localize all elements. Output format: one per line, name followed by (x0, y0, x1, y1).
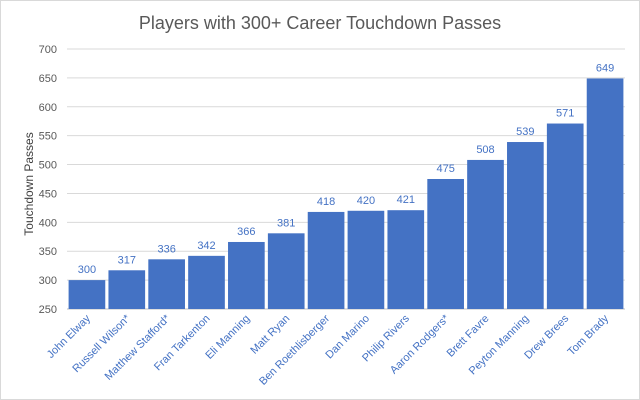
bar (307, 211, 345, 309)
data-label: 421 (397, 194, 415, 206)
chart-title: Players with 300+ Career Touchdown Passe… (139, 13, 501, 33)
bar (228, 241, 265, 309)
y-axis-ticks: 250 300 350 400 450 500 550 600 650 700 (39, 44, 57, 316)
data-label: 300 (78, 264, 96, 276)
bar (188, 255, 225, 309)
y-tick-label: 250 (39, 304, 57, 316)
x-tick-label: Tom Brady (566, 312, 612, 358)
bar (387, 210, 425, 309)
y-tick-label: 500 (39, 160, 57, 172)
bar (347, 210, 385, 309)
data-label: 571 (556, 108, 574, 120)
y-axis-label: Touchdown Passes (22, 132, 36, 235)
y-tick-label: 300 (39, 275, 57, 287)
data-label: 508 (476, 144, 494, 156)
y-tick-label: 650 (39, 73, 57, 85)
bar (467, 159, 504, 309)
y-tick-label: 700 (39, 44, 57, 56)
bar (546, 123, 584, 310)
bar (267, 233, 305, 309)
y-tick-label: 550 (39, 131, 57, 143)
data-labels: 300 317 336 342 366 381 418 420 421 475 508 539 571 6… (78, 62, 615, 276)
y-tick-label: 350 (39, 246, 57, 258)
y-tick-label: 400 (39, 217, 57, 229)
data-label: 418 (317, 196, 335, 208)
bar (586, 78, 624, 309)
data-label: 317 (118, 254, 136, 266)
bar (507, 142, 544, 309)
bars (68, 78, 624, 310)
data-label: 649 (596, 62, 614, 74)
bar (427, 179, 464, 309)
y-tick-label: 450 (39, 188, 57, 200)
bar (108, 270, 146, 309)
data-label: 475 (436, 163, 454, 175)
x-tick-label: Ben Roethlisberger (257, 312, 332, 387)
bar (148, 259, 185, 309)
data-label: 336 (157, 243, 175, 255)
y-tick-label: 600 (39, 102, 57, 114)
bar (68, 280, 106, 309)
data-label: 342 (197, 240, 215, 252)
data-label: 366 (237, 226, 255, 238)
data-label: 539 (516, 126, 534, 138)
data-label: 381 (277, 217, 295, 229)
data-label: 420 (357, 195, 375, 207)
